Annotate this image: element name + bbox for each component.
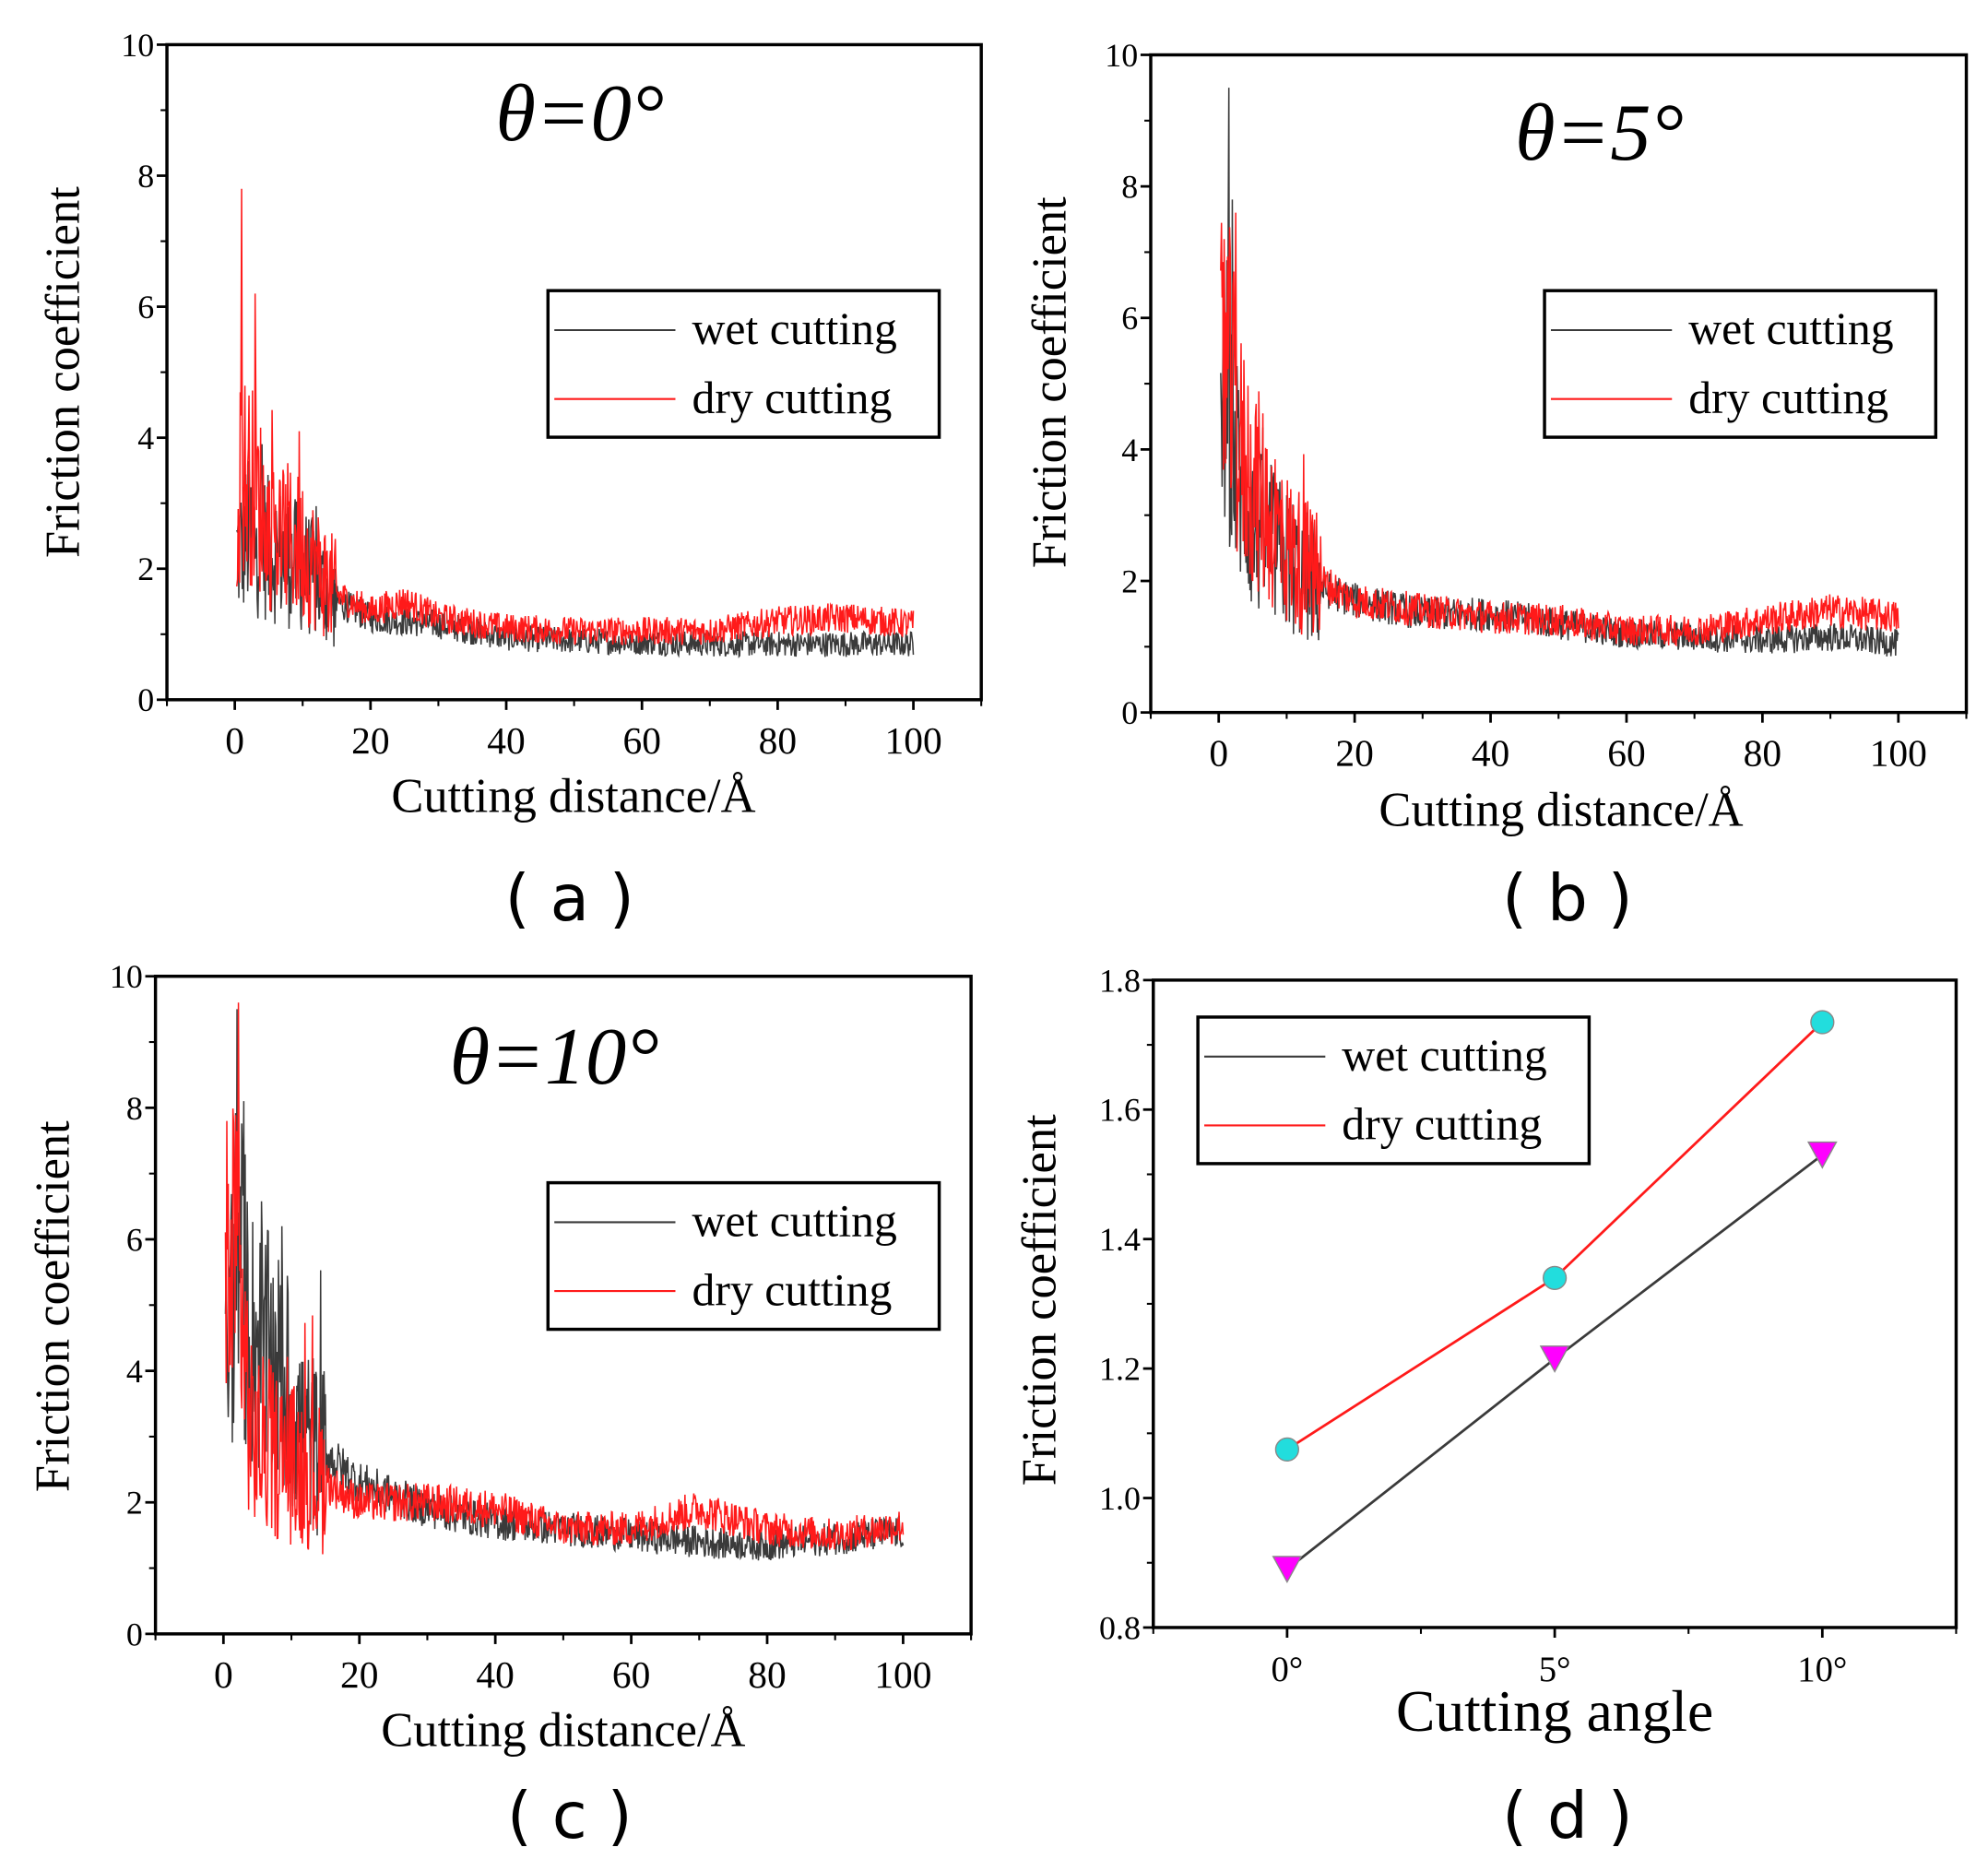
x-tick-label: 0 xyxy=(214,1653,233,1696)
y-tick-label: 6 xyxy=(1121,300,1138,337)
panel-label: ( d ) xyxy=(1502,1780,1633,1853)
legend: wet cutting dry cutting xyxy=(1543,289,1938,439)
dry-point-marker xyxy=(1542,1265,1568,1290)
y-tick-label: 2 xyxy=(1121,562,1138,599)
x-tick-label: 20 xyxy=(1335,732,1373,775)
legend-dry-label: dry cutting xyxy=(1342,1099,1542,1150)
x-tick-label: 100 xyxy=(884,719,941,762)
x-tick-label: 100 xyxy=(874,1653,931,1696)
legend-dry-label: dry cutting xyxy=(1688,373,1888,423)
y-tick-label: 0 xyxy=(1121,694,1138,731)
x-tick-label: 20 xyxy=(340,1653,378,1696)
legend-wet-label: wet cutting xyxy=(692,1196,896,1247)
legend-wet-label: wet cutting xyxy=(692,303,896,354)
x-tick-label: 80 xyxy=(748,1653,786,1696)
legend: wet cutting dry cutting xyxy=(546,1180,941,1332)
x-tick-label: 60 xyxy=(612,1653,650,1696)
series-wet-line xyxy=(224,1009,905,1561)
legend-wet-label: wet cutting xyxy=(1688,303,1893,354)
x-tick-label: 40 xyxy=(476,1653,514,1696)
y-tick-label: 8 xyxy=(1121,169,1138,206)
y-axis-label: Friction coefficient xyxy=(1012,1114,1066,1486)
y-axis-label: Friction coefficient xyxy=(1023,196,1076,568)
y-axis-label: Friction coefficient xyxy=(37,186,90,558)
legend-wet-label: wet cutting xyxy=(1342,1030,1546,1081)
x-tick-label: 0° xyxy=(1271,1651,1303,1689)
series-dry-line xyxy=(1220,212,1899,647)
y-tick-label: 0 xyxy=(126,1616,143,1652)
panel-label: ( b ) xyxy=(1502,862,1633,936)
wet-point-marker xyxy=(1806,1141,1838,1169)
legend-box xyxy=(546,289,941,439)
y-tick-label: 1.4 xyxy=(1099,1221,1141,1258)
legend: wet cutting dry cutting xyxy=(1196,1015,1592,1166)
x-tick-label: 60 xyxy=(622,719,660,762)
x-tick-label: 60 xyxy=(1607,732,1645,775)
y-tick-label: 0.8 xyxy=(1099,1609,1141,1646)
y-tick-label: 8 xyxy=(126,1090,143,1127)
panel-d: 0.8 1.0 1.2 1.4 1.6 1.8 0° 5° 10° Friction coeffi… xyxy=(1012,962,1958,1853)
y-tick-label: 6 xyxy=(137,289,154,326)
x-tick-label: 0 xyxy=(1209,732,1228,775)
y-tick-label: 10 xyxy=(110,958,143,995)
legend-dry-label: dry cutting xyxy=(692,373,892,423)
wet-point-marker xyxy=(1272,1556,1303,1584)
x-tick-label: 0 xyxy=(225,719,244,762)
y-tick-label: 4 xyxy=(137,420,154,456)
y-tick-label: 1.8 xyxy=(1099,962,1141,999)
y-tick-label: 8 xyxy=(137,158,154,195)
x-tick-label: 80 xyxy=(759,719,797,762)
x-tick-label: 40 xyxy=(487,719,525,762)
dry-point-marker xyxy=(1810,1010,1835,1035)
x-tick-label: 80 xyxy=(1744,732,1781,775)
chart-title: θ=5° xyxy=(1515,88,1684,178)
legend-box xyxy=(1196,1015,1592,1166)
y-tick-label: 2 xyxy=(126,1485,143,1522)
y-tick-label: 1.6 xyxy=(1099,1092,1141,1129)
x-axis-label: Cutting distance/Å xyxy=(1379,784,1743,837)
y-tick-label: 6 xyxy=(126,1221,143,1258)
y-tick-label: 10 xyxy=(1105,37,1138,74)
series-dry-line xyxy=(224,1002,905,1555)
x-tick-label: 100 xyxy=(1870,732,1927,775)
series-dry-line xyxy=(236,188,915,646)
x-axis-label: Cutting distance/Å xyxy=(381,1703,745,1757)
y-tick-label: 1.0 xyxy=(1099,1480,1141,1517)
legend-box xyxy=(1543,289,1938,439)
x-tick-label: 20 xyxy=(351,719,389,762)
x-tick-label: 40 xyxy=(1472,732,1509,775)
chart-title: θ=10° xyxy=(450,1012,659,1102)
panel-label: ( a ) xyxy=(505,862,634,936)
y-tick-label: 10 xyxy=(121,27,154,64)
legend-dry-label: dry cutting xyxy=(692,1264,892,1315)
y-axis-label: Friction coefficient xyxy=(27,1120,80,1492)
x-tick-label: 5° xyxy=(1539,1651,1571,1689)
y-tick-label: 2 xyxy=(137,551,154,587)
x-axis-label: Cutting angle xyxy=(1396,1678,1713,1744)
y-tick-label: 1.2 xyxy=(1099,1351,1141,1388)
x-tick-label: 10° xyxy=(1797,1651,1847,1689)
legend: wet cutting dry cutting xyxy=(546,289,941,439)
panel-label: ( c ) xyxy=(507,1780,633,1853)
legend-box xyxy=(546,1180,941,1332)
chart-title: θ=0° xyxy=(495,68,664,159)
x-axis-label: Cutting distance/Å xyxy=(391,769,755,823)
dry-point-marker xyxy=(1274,1437,1300,1462)
y-tick-label: 4 xyxy=(126,1353,143,1390)
wet-point-marker xyxy=(1539,1345,1570,1373)
y-tick-label: 0 xyxy=(137,681,154,718)
y-tick-label: 4 xyxy=(1121,432,1138,468)
